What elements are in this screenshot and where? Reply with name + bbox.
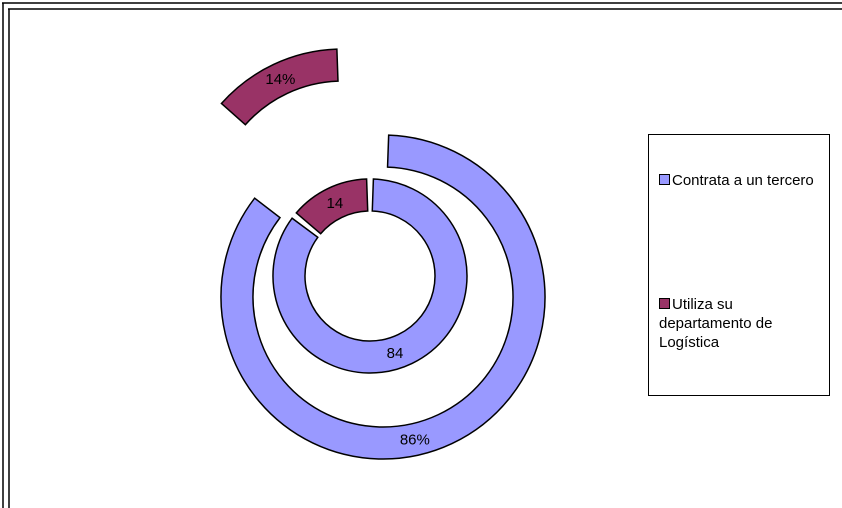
slice-inner-utiliza <box>295 178 369 235</box>
slice-outer-contrata <box>220 134 546 460</box>
data-label-inner-utiliza: 14 <box>327 195 344 212</box>
data-label-outer-contrata: 86% <box>400 431 430 448</box>
data-label-inner-contrata: 84 <box>387 345 404 362</box>
legend-item-contrata: Contrata a un tercero <box>659 171 824 190</box>
legend-swatch-contrata <box>659 174 670 185</box>
legend: Contrata a un tercero Utiliza su departa… <box>648 134 830 396</box>
legend-item-utiliza: Utiliza su departamento de Logística <box>659 295 824 352</box>
legend-label-utiliza: Utiliza su departamento de Logística <box>659 296 773 351</box>
legend-swatch-utiliza <box>659 298 670 309</box>
slice-inner-contrata <box>272 178 468 374</box>
legend-label-contrata: Contrata a un tercero <box>672 172 814 189</box>
slice-outer-utiliza <box>220 48 339 126</box>
doughnut-group: 86% 14% 84 14 <box>220 48 546 460</box>
data-label-outer-utiliza: 14% <box>265 71 295 88</box>
